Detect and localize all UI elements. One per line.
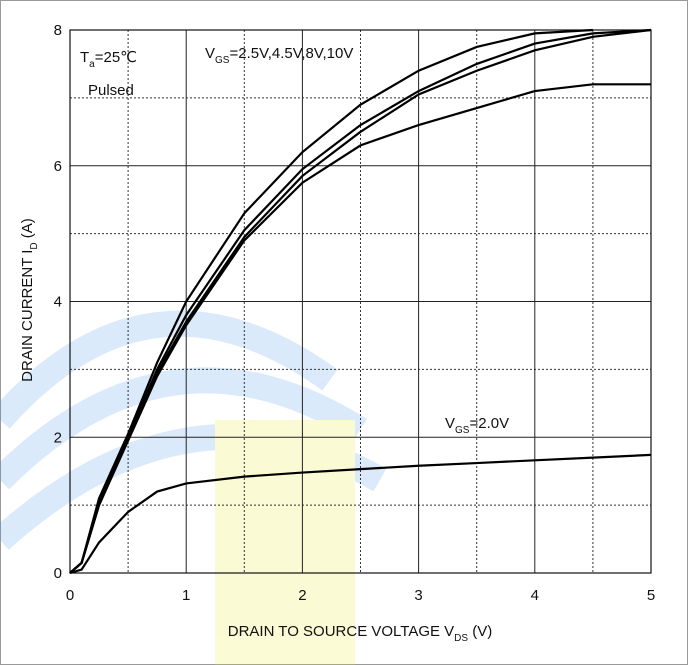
x-axis-label-text: DRAIN TO SOURCE VOLTAGE V <box>228 623 454 640</box>
y-tick-label: 8 <box>54 22 62 39</box>
annotation-text: V <box>205 45 215 62</box>
annotation-text: Pulsed <box>88 82 134 99</box>
annotation-text: =25℃ <box>95 49 137 66</box>
curve <box>69 28 593 574</box>
x-axis-label-sub: DS <box>454 633 468 644</box>
annotation-sub: GS <box>455 425 470 436</box>
y-axis-label-sub: D <box>29 242 40 249</box>
annotation-text: =2.5V,4.5V,8V,10V <box>229 45 353 62</box>
annotation-text: =2.0V <box>469 415 509 432</box>
annotation: Pulsed <box>88 82 134 99</box>
x-axis-label-text: (V) <box>468 623 492 640</box>
annotation-text: V <box>445 415 455 432</box>
watermark <box>0 310 387 665</box>
curve <box>69 453 652 575</box>
y-axis-label: DRAIN CURRENT ID (A) <box>19 218 40 382</box>
annotation-text: T <box>80 49 89 66</box>
y-tick-label: 2 <box>54 429 62 446</box>
x-axis-label: DRAIN TO SOURCE VOLTAGE VDS (V) <box>228 623 493 644</box>
y-tick-label: 0 <box>54 565 62 582</box>
annotation: VGS=2.0V <box>445 415 509 436</box>
y-tick-label: 4 <box>54 294 62 311</box>
y-tick-label: 6 <box>54 158 62 175</box>
x-tick-label: 3 <box>414 587 422 604</box>
curve <box>69 83 651 574</box>
x-tick-label: 2 <box>298 587 306 604</box>
curve <box>69 28 652 574</box>
y-axis-label-text: DRAIN CURRENT I <box>19 250 36 382</box>
annotation-sub: a <box>89 59 95 70</box>
annotation: Ta=25℃ <box>80 49 137 70</box>
x-tick-label: 1 <box>182 587 190 604</box>
x-tick-label: 0 <box>66 587 74 604</box>
x-tick-label: 5 <box>647 587 655 604</box>
plot-border <box>69 29 652 574</box>
y-axis-label-text: (A) <box>19 218 36 242</box>
annotation: VGS=2.5V,4.5V,8V,10V <box>205 45 353 66</box>
annotation-sub: GS <box>215 55 230 66</box>
x-tick-label: 4 <box>531 587 539 604</box>
